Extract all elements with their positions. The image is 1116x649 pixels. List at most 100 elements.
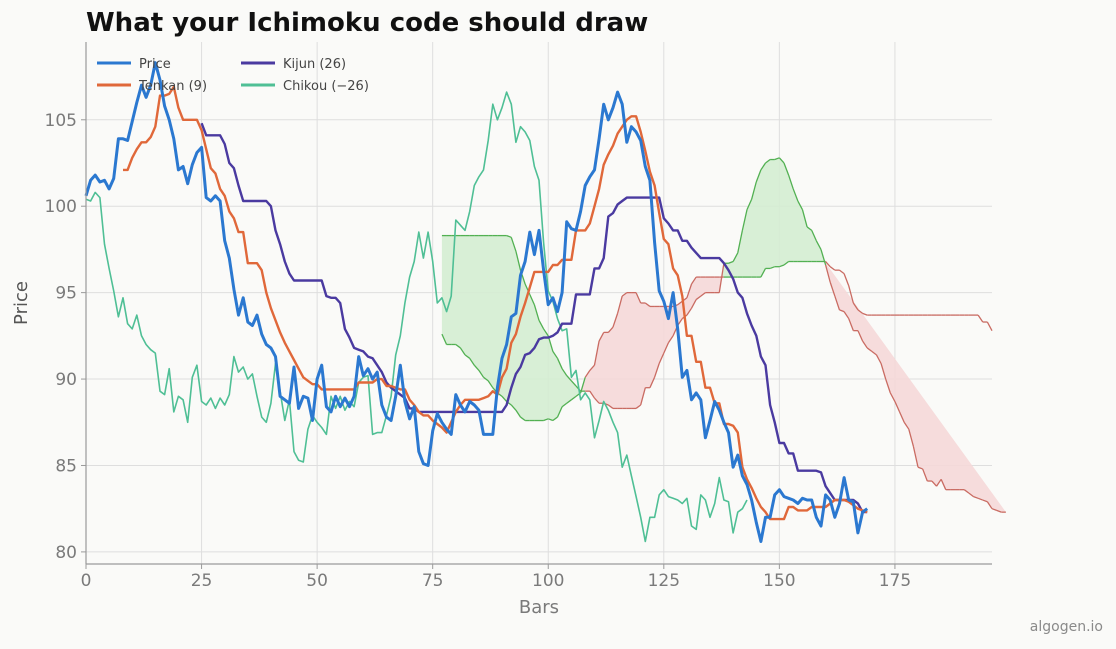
senkou-span-b-segment (469, 357, 475, 366)
senkou-span-b-segment (561, 402, 568, 408)
senkou-span-a-segment (663, 342, 670, 354)
senkou-span-a-segment (931, 480, 938, 487)
y-tick-label: 90 (55, 370, 77, 390)
senkou-span-b-segment (857, 309, 863, 314)
x-tick-label: 25 (191, 571, 213, 591)
senkou-span-b-segment (552, 416, 558, 422)
senkou-span-a-segment (543, 328, 549, 337)
senkou-span-a-segment (857, 330, 864, 342)
senkou-span-b-segment (644, 302, 651, 307)
senkou-span-a-segment (898, 411, 905, 423)
senkou-span-a-segment (866, 347, 873, 352)
senkou-span-a-segment (751, 181, 757, 200)
senkou-span-b-segment (977, 314, 984, 323)
senkou-span-b-segment (616, 295, 623, 314)
legend: Price Tenkan (9) Kijun (26) Chikou (−26) (97, 57, 369, 94)
senkou-span-a-segment (787, 174, 794, 190)
senkou-span-b-segment (607, 326, 614, 333)
senkou-span-a-segment (875, 354, 882, 364)
y-tick-label: 105 (45, 111, 77, 131)
chart-title: What your Ichimoku code should draw (86, 8, 649, 38)
senkou-span-b-segment (635, 292, 642, 304)
x-axis-label: Bars (519, 597, 559, 618)
senkou-span-b-segment (621, 292, 628, 297)
y-tick-label: 100 (45, 197, 77, 217)
cloud-bearish-area (824, 261, 1006, 513)
senkou-span-b-segment (570, 395, 577, 401)
senkou-span-b-segment (510, 404, 517, 411)
senkou-span-a-segment (991, 508, 997, 512)
senkou-span-b-segment (760, 268, 767, 278)
senkou-span-a-segment (889, 392, 896, 402)
senkou-span-b-segment (843, 273, 850, 286)
senkou-span-a-segment (552, 351, 559, 359)
senkou-span-a-segment (940, 479, 947, 490)
legend-label-tenkan: Tenkan (9) (138, 79, 207, 94)
senkou-span-b-segment (459, 347, 466, 356)
senkou-span-a-segment (824, 264, 831, 283)
senkou-span-a-segment (718, 263, 725, 293)
senkou-span-b-segment (691, 276, 697, 285)
senkou-span-b-segment (556, 406, 563, 418)
senkou-span-a-segment (765, 159, 771, 164)
senkou-span-a-segment (829, 282, 836, 297)
senkou-span-a-segment (935, 478, 942, 487)
senkou-span-a-segment (912, 446, 919, 468)
senkou-span-a-segment (996, 509, 1002, 513)
x-tick-label: 125 (648, 571, 680, 591)
senkou-span-b-segment (455, 343, 461, 349)
senkou-span-a-segment (649, 377, 656, 388)
senkou-span-b-segment (464, 354, 471, 359)
x-tick-label: 175 (879, 571, 911, 591)
cloud-bearish-area (581, 277, 722, 409)
x-tick-label: 50 (306, 571, 328, 591)
senkou-span-a-segment (778, 157, 785, 164)
senkou-span-a-segment (667, 335, 674, 344)
senkou-span-b-segment (593, 340, 600, 366)
senkou-span-a-segment (982, 499, 988, 503)
senkou-span-b-segment (862, 312, 868, 316)
senkou-span-b-segment (852, 302, 859, 311)
senkou-span-b-segment (579, 377, 586, 394)
senkou-span-a-segment (908, 429, 915, 447)
senkou-span-a-segment (839, 309, 845, 313)
senkou-span-a-segment (968, 492, 974, 498)
senkou-span-a-segment (538, 319, 545, 330)
senkou-span-a-segment (566, 375, 572, 382)
senkou-span-a-segment (746, 199, 753, 210)
x-tick-label: 100 (532, 571, 564, 591)
senkou-span-a-segment (792, 188, 799, 202)
x-tick-label: 75 (422, 571, 444, 591)
senkou-span-b-segment (566, 399, 572, 404)
y-tick-label: 95 (55, 284, 77, 304)
senkou-span-a-segment (871, 350, 877, 356)
senkou-span-a-segment (880, 363, 887, 380)
senkou-span-a-segment (760, 162, 767, 171)
senkou-span-a-segment (755, 169, 762, 183)
senkou-span-a-segment (593, 397, 600, 404)
senkou-span-b-segment (520, 416, 526, 422)
senkou-span-a-segment (797, 200, 804, 210)
chikou-line (85, 91, 748, 543)
senkou-span-a-segment (843, 311, 850, 319)
senkou-span-a-segment (640, 387, 646, 406)
senkou-span-b-segment (501, 395, 508, 402)
senkou-span-b-segment (473, 364, 480, 371)
senkou-span-b-segment (677, 300, 683, 306)
senkou-span-a-segment (533, 304, 540, 321)
senkou-span-b-segment (612, 313, 619, 328)
senkou-span-b-segment (441, 333, 448, 345)
senkou-span-a-segment (815, 240, 822, 250)
x-tick-label: 150 (763, 571, 795, 591)
senkou-span-a-segment (607, 404, 614, 409)
senkou-span-b-segment (478, 370, 485, 378)
senkou-span-a-segment (653, 363, 660, 378)
senkou-span-b-segment (829, 266, 836, 271)
kijun-line (200, 122, 868, 514)
grid (85, 42, 992, 564)
senkou-span-a-segment (741, 209, 748, 231)
senkou-span-a-segment (737, 230, 744, 254)
senkou-span-a-segment (635, 404, 642, 409)
senkou-span-a-segment (690, 299, 697, 309)
